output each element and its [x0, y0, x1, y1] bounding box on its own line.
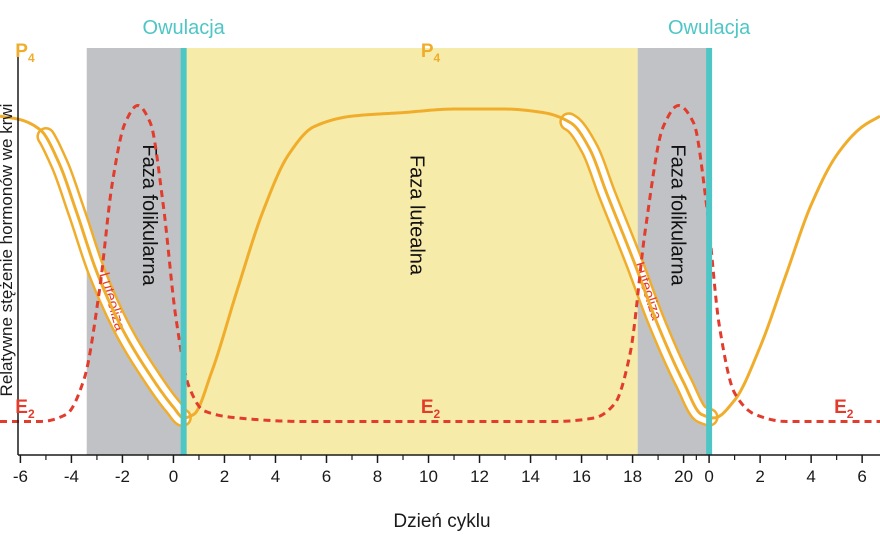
phase-labels: Faza folikularna Faza lutealna Faza foliku… — [138, 144, 688, 286]
x-tick-label-7: 8 — [373, 467, 382, 486]
x-tick-label-1: -4 — [64, 467, 79, 486]
hormone-curves — [0, 104, 880, 423]
x-ticks: -6 -4 -2 0 2 4 6 8 10 12 14 16 18 20 0 2 4 6 — [13, 455, 867, 486]
x-tick-label-16: 4 — [806, 467, 815, 486]
x-tick-label-0: -6 — [13, 467, 28, 486]
series-label-P4-0: P4 — [15, 41, 35, 65]
ovulation-line-0 — [180, 48, 187, 455]
x-tick-label-14: 0 — [704, 467, 713, 486]
ovulation-label-1: Owulacja — [668, 17, 751, 39]
series-line-P4 — [0, 107, 880, 420]
series-label-E2-4: E2 — [834, 397, 854, 421]
x-axis-title: Dzień cyklu — [393, 511, 490, 532]
x-tick-label-8: 10 — [419, 467, 438, 486]
series-label-subscript: 2 — [847, 407, 854, 421]
x-tick-label-9: 12 — [470, 467, 489, 486]
x-tick-label-10: 14 — [521, 467, 540, 486]
ovulation-markers: Owulacja Owulacja — [143, 17, 751, 455]
series-label-subscript: 2 — [28, 407, 35, 421]
phase-regions — [86, 48, 710, 455]
phase-region-2 — [637, 48, 710, 455]
series-label-subscript: 2 — [434, 407, 441, 421]
series-line-E2 — [0, 104, 880, 423]
ovulation-label-0: Owulacja — [143, 17, 226, 39]
x-tick-label-5: 4 — [271, 467, 280, 486]
series-label-P4-1: P4 — [421, 41, 441, 65]
series-label-E2-2: E2 — [15, 397, 35, 421]
series-label-subscript: 4 — [28, 51, 35, 65]
phase-label-1: Faza lutealna — [406, 155, 428, 276]
x-tick-label-6: 6 — [322, 467, 331, 486]
axes: Relatywne stężenie hormonów we krwi Dzie… — [0, 48, 880, 532]
x-tick-label-15: 2 — [755, 467, 764, 486]
x-tick-label-2: -2 — [115, 467, 130, 486]
x-tick-label-11: 16 — [572, 467, 591, 486]
x-tick-label-4: 2 — [220, 467, 229, 486]
phase-label-0: Faza folikularna — [138, 144, 160, 286]
ovulation-line-1 — [706, 48, 713, 455]
phase-label-2: Faza folikularna — [666, 144, 688, 286]
x-tick-label-3: 0 — [169, 467, 178, 486]
x-tick-label-13: 20 — [674, 467, 693, 486]
x-tick-label-17: 6 — [857, 467, 866, 486]
series-label-subscript: 4 — [434, 51, 441, 65]
x-tick-label-12: 18 — [623, 467, 642, 486]
y-axis-title: Relatywne stężenie hormonów we krwi — [0, 104, 16, 397]
